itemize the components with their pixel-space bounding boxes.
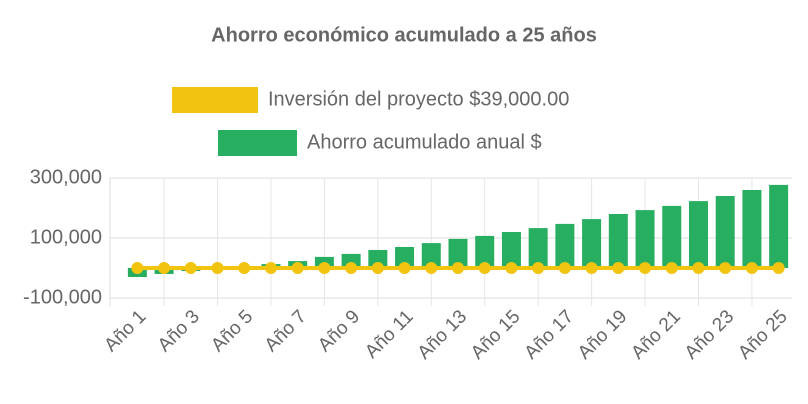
point <box>665 262 678 274</box>
bar <box>635 210 655 268</box>
point <box>425 262 438 274</box>
x-tick-label: Año 25 <box>734 306 791 363</box>
point <box>131 262 144 274</box>
chart-title: Ahorro económico acumulado a 25 años <box>211 24 597 46</box>
bar <box>421 243 441 268</box>
point <box>264 262 277 274</box>
legend-swatch <box>172 87 258 113</box>
x-tick-label: Año 19 <box>574 306 631 363</box>
point <box>558 262 571 274</box>
point <box>772 262 785 274</box>
bar <box>715 196 735 268</box>
point <box>158 262 171 274</box>
point <box>345 262 358 274</box>
point <box>612 262 625 274</box>
point <box>532 262 545 274</box>
y-tick-label: 300,000 <box>30 166 102 188</box>
point <box>318 262 331 274</box>
point <box>639 262 652 274</box>
y-tick-label: -100,000 <box>23 286 102 308</box>
x-tick-label: Año 3 <box>154 306 204 356</box>
point <box>398 262 411 274</box>
bar <box>662 205 682 268</box>
x-tick-label: Año 1 <box>100 306 150 356</box>
point <box>452 262 464 274</box>
bar <box>501 232 521 268</box>
bar <box>769 184 789 268</box>
point <box>184 262 197 274</box>
point <box>478 262 491 274</box>
bar <box>528 228 548 268</box>
legend-label: Inversión del proyecto $39,000.00 <box>268 88 569 110</box>
bar <box>555 223 575 268</box>
legend-swatch <box>218 130 297 156</box>
x-tick-label: Año 23 <box>681 306 738 363</box>
point <box>745 262 758 274</box>
point <box>211 262 224 274</box>
bar <box>448 238 468 268</box>
bar <box>395 247 415 268</box>
bar <box>582 219 602 268</box>
point <box>505 262 518 274</box>
x-tick-label: Año 9 <box>314 306 364 356</box>
point <box>371 262 384 274</box>
bar <box>688 201 708 268</box>
x-tick-label: Año 5 <box>207 306 257 356</box>
point <box>585 262 598 274</box>
point <box>238 262 251 274</box>
legend-label: Ahorro acumulado anual $ <box>307 131 542 153</box>
bar <box>475 235 495 268</box>
x-tick-label: Año 11 <box>361 306 417 362</box>
bar <box>608 214 628 268</box>
point <box>719 262 732 274</box>
bar <box>368 250 388 268</box>
x-tick-label: Año 17 <box>521 306 578 363</box>
point <box>692 262 705 274</box>
x-tick-label: Año 21 <box>627 306 684 363</box>
point <box>291 262 304 274</box>
y-tick-label: 100,000 <box>30 226 102 248</box>
x-tick-label: Año 15 <box>467 306 524 363</box>
x-tick-label: Año 7 <box>261 306 311 356</box>
x-tick-label: Año 13 <box>414 306 471 363</box>
bar <box>742 190 762 268</box>
